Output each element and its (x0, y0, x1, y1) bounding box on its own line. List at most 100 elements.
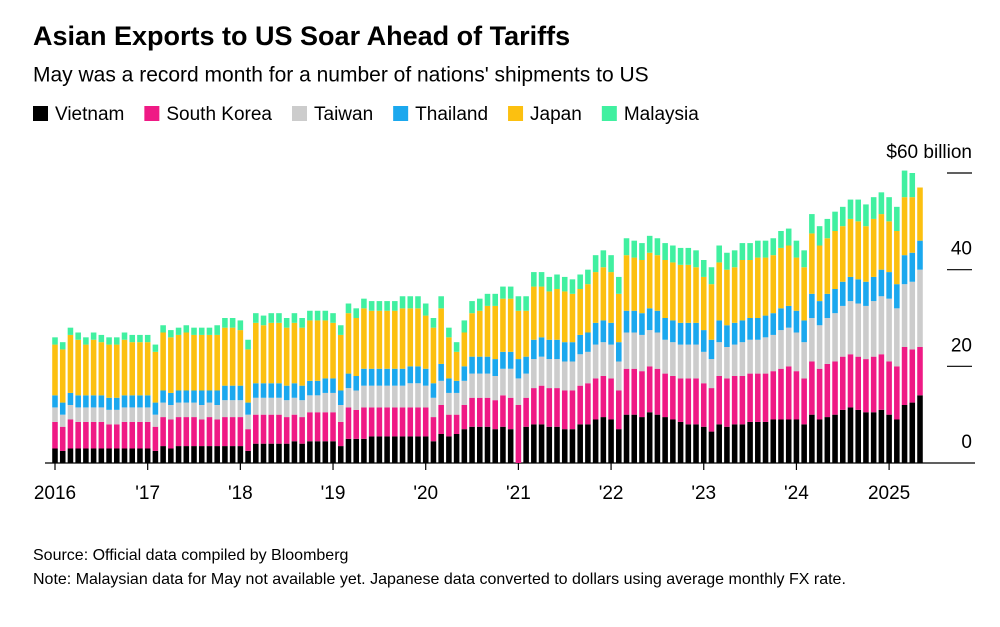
bar-segment (337, 390, 344, 405)
bar-segment (229, 417, 236, 447)
bar-segment (616, 276, 622, 294)
bar-segment (392, 407, 398, 437)
legend-swatch (144, 106, 160, 121)
bar-segment (708, 267, 715, 285)
bar-segment (322, 320, 329, 379)
bar-segment (152, 351, 159, 403)
bar-segment (237, 320, 244, 331)
bar-segment (461, 366, 468, 381)
bar-segment (755, 339, 761, 374)
bar-segment (809, 293, 815, 318)
bar-segment (778, 231, 784, 248)
bar-segment (878, 296, 885, 355)
bar-segment (415, 436, 421, 463)
bar-segment (670, 262, 676, 321)
bar-segment (438, 380, 444, 405)
bar-segment (307, 412, 313, 442)
bar-segment (832, 289, 838, 314)
bar-segment (608, 419, 614, 463)
bar-segment (909, 402, 916, 463)
bar-segment (708, 359, 715, 389)
bar-segment (685, 378, 692, 425)
bar-segment (670, 245, 676, 263)
bar-segment (345, 388, 352, 408)
bar-segment (368, 310, 375, 369)
bar-segment (361, 438, 367, 463)
bar-segment (639, 371, 645, 418)
bar-segment (283, 318, 290, 328)
legend-label: Malaysia (624, 104, 699, 125)
bar-segment (229, 446, 236, 463)
bar-segment (253, 322, 259, 384)
bar-segment (863, 359, 869, 413)
bar-segment (839, 281, 846, 306)
bar-segment (739, 260, 746, 321)
bar-segment (561, 429, 568, 463)
bar-segment (268, 313, 275, 323)
bar-segment (446, 337, 452, 379)
bar-segment (554, 339, 560, 360)
bar-segment (368, 385, 375, 408)
bar-segment (291, 383, 298, 398)
bar-segment (507, 429, 514, 463)
bar-segment (446, 378, 452, 393)
bar-segment (291, 397, 298, 415)
bar-segment (693, 344, 699, 379)
bar-segment (832, 313, 838, 362)
bar-segment (832, 361, 838, 415)
bar-segment (438, 296, 444, 309)
bar-segment (685, 322, 692, 345)
bar-segment (476, 397, 483, 427)
bar-segment (886, 361, 892, 415)
bar-segment (863, 204, 869, 227)
bar-segment (137, 448, 143, 463)
bar-segment (345, 313, 352, 374)
bar-segment (461, 429, 468, 463)
bar-segment (901, 197, 908, 256)
bar-segment (755, 257, 761, 318)
bar-segment (175, 390, 182, 403)
bar-segment (75, 448, 81, 463)
bar-segment (623, 414, 630, 463)
bar-segment (430, 327, 437, 384)
bar-segment (106, 397, 112, 410)
bar-segment (291, 441, 298, 463)
bar-segment (747, 339, 753, 374)
bar-segment (878, 269, 885, 297)
bar-segment (523, 356, 529, 374)
bar-segment (770, 238, 777, 256)
bar-segment (770, 334, 777, 372)
bar-segment (523, 296, 529, 311)
bar-segment (847, 199, 854, 219)
legend-label: South Korea (166, 104, 272, 125)
bar-segment (59, 349, 66, 403)
bar-segment (569, 279, 576, 294)
bar-segment (585, 269, 591, 285)
bar-segment (59, 426, 66, 451)
bar-segment (422, 315, 429, 369)
bar-segment (175, 334, 182, 391)
bar-segment (307, 441, 313, 463)
bar-segment (106, 448, 112, 463)
bar-segment (314, 310, 321, 321)
bar-segment (237, 385, 244, 401)
bar-segment (531, 339, 537, 360)
bar-segment (206, 417, 213, 447)
bar-segment (538, 356, 545, 386)
bar-segment (276, 443, 282, 463)
bar-segment (708, 284, 715, 340)
bar-segment (322, 392, 329, 413)
bar-segment (608, 378, 614, 420)
legend-swatch (33, 106, 48, 121)
bar-segment (314, 395, 321, 413)
bar-segment (592, 272, 599, 323)
bar-segment (353, 308, 359, 318)
bar-segment (662, 243, 668, 260)
bar-segment (276, 414, 282, 444)
bar-segment (855, 409, 861, 463)
bar-segment (415, 366, 421, 384)
bar-segment (809, 233, 815, 294)
bar-segment (229, 327, 236, 386)
bar-segment (106, 344, 112, 398)
bar-segment (531, 424, 537, 463)
